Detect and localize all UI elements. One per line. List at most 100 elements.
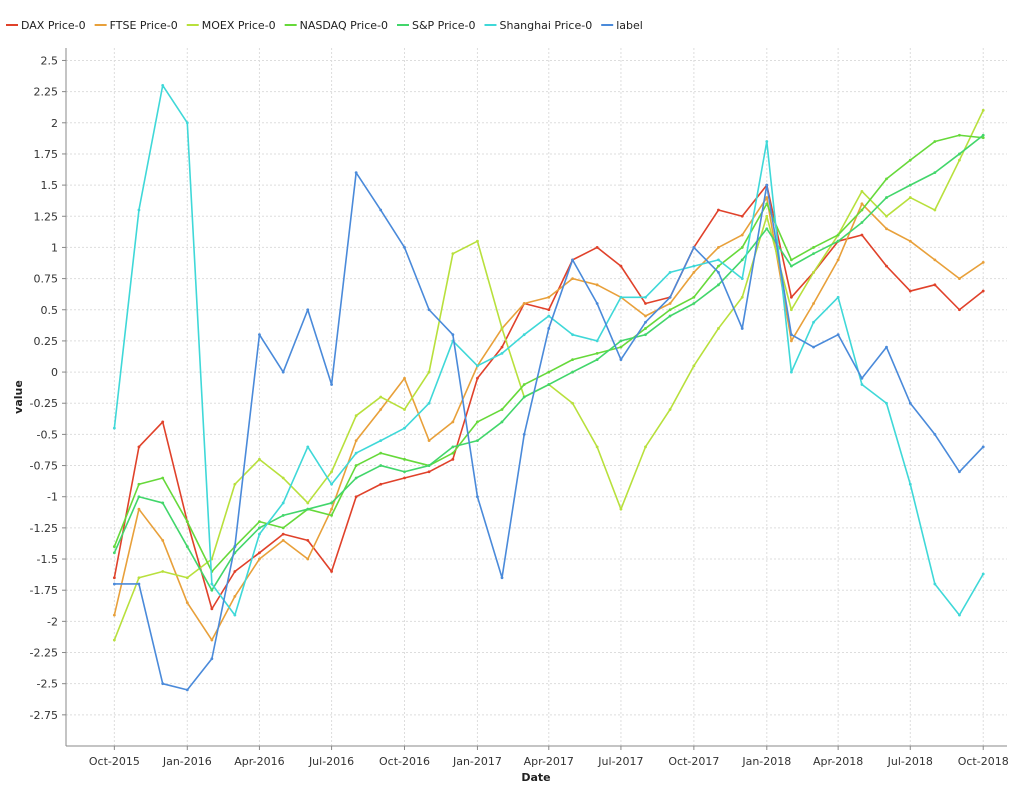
data-point-nasdaq-price-0 — [547, 370, 551, 374]
data-point-shanghai-price-0 — [981, 572, 985, 576]
data-point-moex-price-0 — [692, 364, 696, 368]
data-point-moex-price-0 — [619, 507, 623, 511]
data-point-shanghai-price-0 — [644, 295, 647, 299]
data-point-s-p-price-0 — [403, 470, 406, 474]
data-point-ftse-price-0 — [981, 260, 985, 264]
data-point-dax-price-0 — [933, 283, 937, 287]
data-point-shanghai-price-0 — [210, 582, 214, 586]
data-point-ftse-price-0 — [717, 246, 720, 249]
data-point-shanghai-price-0 — [885, 401, 888, 405]
data-point-s-p-price-0 — [522, 395, 526, 399]
data-point-nasdaq-price-0 — [571, 358, 574, 362]
x-tick-label: Apr-2016 — [234, 755, 284, 768]
y-tick-label: -2.5 — [37, 678, 58, 691]
x-tick-label: Apr-2018 — [813, 755, 863, 768]
data-point-s-p-price-0 — [595, 358, 599, 362]
x-tick-label: Oct-2015 — [89, 755, 140, 768]
data-point-nasdaq-price-0 — [692, 295, 696, 299]
y-tick-label: -1 — [47, 491, 58, 504]
data-point-ftse-price-0 — [885, 227, 888, 231]
data-point-nasdaq-price-0 — [644, 327, 647, 330]
data-point-moex-price-0 — [233, 482, 237, 486]
data-point-nasdaq-price-0 — [908, 158, 912, 162]
data-point-ftse-price-0 — [958, 277, 961, 280]
data-point-shanghai-price-0 — [330, 482, 333, 486]
y-tick-label: 0.75 — [34, 273, 59, 286]
chart-legend: DAX Price-0 FTSE Price-0 MOEX Price-0 NASDA… — [6, 19, 643, 32]
y-tick-label: -0.5 — [37, 428, 58, 441]
data-point-shanghai-price-0 — [161, 83, 165, 87]
axes — [65, 48, 1007, 747]
legend-item-s-p-price-0: S&P Price-0 — [396, 19, 476, 32]
data-point-shanghai-price-0 — [933, 582, 937, 586]
data-point-moex-price-0 — [306, 501, 310, 505]
data-point-s-p-price-0 — [330, 501, 333, 505]
data-point-label — [112, 582, 116, 586]
y-tick-label: 2 — [51, 117, 58, 130]
y-tick-label: 1.75 — [34, 148, 59, 161]
data-point-ftse-price-0 — [112, 613, 116, 617]
data-point-ftse-price-0 — [812, 302, 815, 305]
data-point-dax-price-0 — [354, 495, 358, 499]
data-point-dax-price-0 — [644, 302, 647, 305]
data-point-dax-price-0 — [258, 551, 261, 555]
data-point-s-p-price-0 — [981, 133, 985, 137]
data-point-nasdaq-price-0 — [668, 308, 672, 312]
data-point-shanghai-price-0 — [717, 258, 720, 262]
legend-label: S&P Price-0 — [412, 19, 476, 32]
data-point-dax-price-0 — [981, 289, 985, 293]
data-point-moex-price-0 — [595, 445, 599, 449]
y-tick-label: -2.25 — [30, 647, 58, 660]
data-point-nasdaq-price-0 — [812, 246, 815, 249]
data-point-label — [210, 657, 214, 661]
series-layer — [112, 83, 985, 692]
x-tick-label: Apr-2017 — [524, 755, 574, 768]
data-point-label — [644, 320, 647, 324]
data-point-ftse-price-0 — [379, 408, 383, 411]
y-axis-label: value — [12, 380, 25, 414]
data-point-label — [860, 376, 864, 380]
data-point-label — [789, 333, 793, 337]
data-point-moex-price-0 — [981, 108, 985, 112]
data-point-moex-price-0 — [812, 270, 815, 274]
data-point-label — [668, 295, 672, 299]
data-point-s-p-price-0 — [476, 439, 479, 443]
legend-label: DAX Price-0 — [21, 19, 86, 32]
y-tick-label: -2.75 — [30, 709, 58, 722]
data-point-shanghai-price-0 — [789, 370, 793, 374]
data-point-label — [595, 302, 599, 305]
data-point-moex-price-0 — [451, 252, 455, 256]
data-point-shanghai-price-0 — [137, 208, 141, 212]
data-point-shanghai-price-0 — [571, 333, 574, 337]
data-point-ftse-price-0 — [451, 420, 455, 424]
data-point-s-p-price-0 — [137, 495, 141, 499]
data-point-dax-price-0 — [595, 246, 599, 249]
data-point-label — [258, 333, 261, 337]
data-point-shanghai-price-0 — [547, 314, 551, 318]
data-point-dax-price-0 — [740, 214, 744, 218]
x-tick-label: Jan-2016 — [162, 755, 212, 768]
data-point-nasdaq-price-0 — [379, 451, 383, 455]
data-point-moex-price-0 — [885, 214, 888, 218]
data-point-moex-price-0 — [571, 401, 574, 405]
data-point-moex-price-0 — [668, 408, 672, 411]
data-point-label — [885, 345, 888, 349]
data-point-s-p-price-0 — [500, 420, 504, 424]
data-point-nasdaq-price-0 — [765, 202, 769, 206]
data-point-label — [476, 495, 479, 499]
data-point-shanghai-price-0 — [692, 264, 696, 268]
data-point-s-p-price-0 — [258, 526, 261, 530]
data-point-shanghai-price-0 — [860, 383, 864, 386]
data-point-nasdaq-price-0 — [330, 514, 333, 517]
data-point-label — [740, 327, 744, 330]
x-tick-label: Jul-2016 — [308, 755, 354, 768]
legend-item-ftse-price-0: FTSE Price-0 — [94, 19, 178, 32]
data-point-s-p-price-0 — [547, 383, 551, 386]
data-point-label — [692, 246, 696, 249]
data-point-ftse-price-0 — [281, 538, 285, 542]
data-point-ftse-price-0 — [233, 595, 237, 598]
data-point-s-p-price-0 — [933, 171, 937, 175]
data-point-label — [330, 383, 333, 386]
data-point-dax-price-0 — [306, 538, 310, 542]
data-point-dax-price-0 — [547, 308, 551, 312]
